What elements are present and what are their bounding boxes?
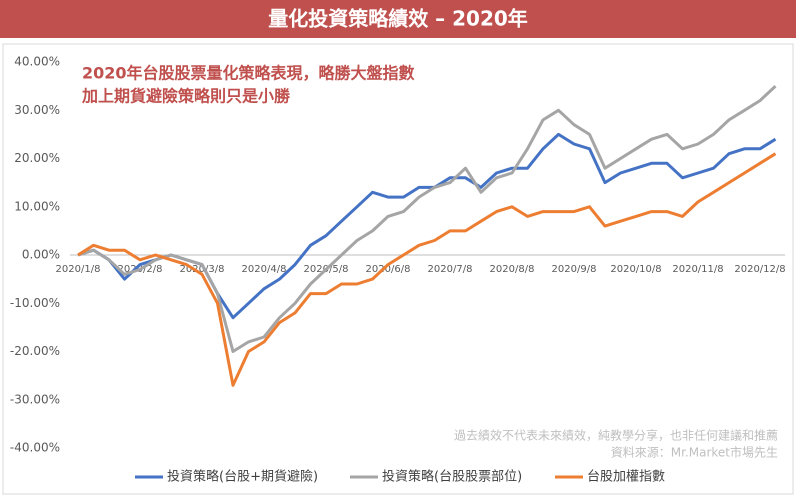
x-tick-label: 2020/8/8 [490, 264, 535, 275]
y-tick-label: -20.00% [10, 344, 60, 358]
annotation: 2020年台股股票量化策略表現，略勝大盤指數 [82, 64, 415, 83]
x-tick-label: 2020/7/8 [428, 264, 473, 275]
annotation: 加上期貨避險策略則只是小勝 [81, 87, 291, 106]
legend-label: 台股加權指數 [587, 470, 665, 485]
y-tick-label: -40.00% [10, 441, 60, 455]
title-banner [0, 0, 796, 38]
y-tick-label: 10.00% [14, 199, 60, 213]
note: 過去績效不代表未來績效，純教學分享，也非任何建議和推薦 [454, 428, 778, 443]
legend-label: 投資策略(台股+期貨避險) [167, 469, 318, 485]
y-tick-label: -30.00% [10, 392, 60, 406]
x-tick-label: 2020/1/8 [56, 264, 101, 275]
x-tick-label: 2020/4/8 [242, 264, 287, 275]
x-tick-label: 2020/11/8 [672, 264, 723, 275]
y-tick-label: -10.00% [10, 296, 60, 310]
chart-frame [2, 43, 794, 495]
y-tick-label: 30.00% [14, 103, 60, 117]
legend-label: 投資策略(台股股票部位) [382, 469, 522, 485]
series-line [77, 132, 777, 320]
note: 資料來源：Mr.Market市場先生 [611, 445, 778, 460]
y-tick-label: 20.00% [14, 151, 60, 165]
y-tick-label: 40.00% [14, 55, 60, 69]
x-tick-label: 2020/3/8 [180, 264, 225, 275]
x-tick-label: 2020/10/8 [610, 264, 661, 275]
x-tick-label: 2020/6/8 [366, 264, 411, 275]
x-tick-label: 2020/12/8 [734, 264, 785, 275]
y-tick-label: 0.00% [22, 248, 60, 262]
x-tick-label: 2020/9/8 [552, 264, 597, 275]
chart-title: 量化投資策略績效 – 2020年 [268, 7, 528, 31]
series-line [77, 85, 777, 353]
series-line [77, 152, 777, 387]
